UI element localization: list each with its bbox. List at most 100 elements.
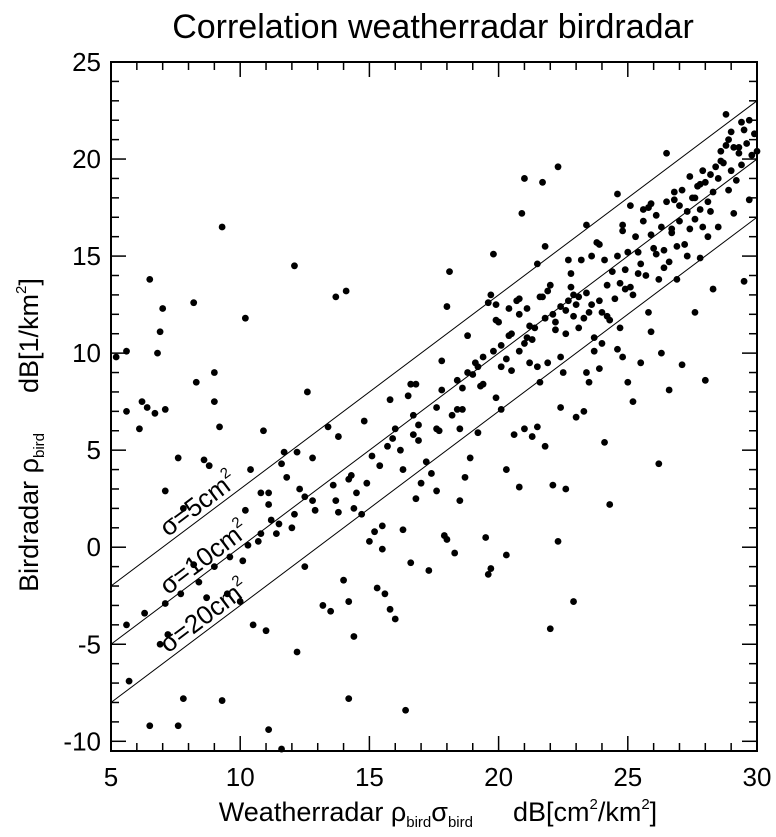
data-point <box>350 633 358 640</box>
data-point <box>492 301 500 309</box>
data-point <box>655 275 663 283</box>
data-point <box>639 206 647 213</box>
data-point <box>727 128 735 136</box>
data-point <box>624 378 632 386</box>
data-point <box>735 149 743 157</box>
data-point <box>484 570 492 578</box>
data-point <box>681 241 689 248</box>
reference-line <box>110 158 758 645</box>
data-point <box>218 697 226 704</box>
data-point <box>580 314 588 322</box>
data-point <box>378 522 386 530</box>
data-point <box>601 439 608 446</box>
data-point <box>179 504 187 512</box>
data-point <box>745 116 753 124</box>
data-point <box>412 495 420 503</box>
data-point <box>174 454 182 462</box>
data-point <box>564 297 572 305</box>
data-point <box>397 446 404 454</box>
data-point <box>402 706 409 714</box>
data-point <box>707 208 714 215</box>
data-point <box>608 268 616 276</box>
data-point <box>727 167 735 175</box>
data-point <box>665 386 673 394</box>
data-point <box>179 695 187 702</box>
data-point <box>704 198 712 206</box>
data-point <box>262 627 270 635</box>
data-point <box>616 279 624 287</box>
data-point <box>549 481 557 489</box>
data-point <box>544 359 552 367</box>
data-point <box>409 411 417 419</box>
data-point <box>332 293 340 301</box>
data-point <box>660 264 668 272</box>
data-point <box>722 111 730 118</box>
data-point <box>404 392 412 400</box>
data-point <box>619 221 627 229</box>
data-point <box>598 340 606 347</box>
data-point <box>190 561 198 569</box>
data-point <box>141 609 148 617</box>
data-point <box>562 485 570 493</box>
data-point <box>301 563 309 571</box>
data-point <box>619 227 627 235</box>
data-point <box>637 359 645 367</box>
data-point <box>709 285 717 293</box>
data-point <box>218 223 226 231</box>
data-point <box>533 363 541 371</box>
data-point <box>531 324 539 332</box>
data-point <box>278 460 285 468</box>
data-point <box>492 316 500 324</box>
data-point <box>606 501 614 508</box>
data-point <box>676 202 683 210</box>
data-point <box>647 200 655 208</box>
data-point <box>296 485 304 493</box>
data-point <box>345 695 353 702</box>
data-point <box>650 244 658 252</box>
data-point <box>701 376 709 384</box>
chart-title: Correlation weatherradar birdradar <box>172 8 694 46</box>
y-tick-label: 20 <box>72 144 101 174</box>
data-point <box>572 413 580 421</box>
x-tick-label: 15 <box>355 762 384 792</box>
data-point <box>570 598 577 605</box>
data-point <box>159 305 167 312</box>
data-point <box>391 425 399 433</box>
data-point <box>138 398 146 406</box>
data-point <box>616 324 624 332</box>
data-point <box>412 380 420 388</box>
data-point <box>629 398 637 406</box>
y-tick-label: 10 <box>72 338 101 368</box>
data-point <box>368 452 376 460</box>
x-tick-label: 25 <box>613 762 642 792</box>
data-point <box>239 557 247 565</box>
y-tick-label: -5 <box>78 629 101 659</box>
data-point <box>329 481 337 489</box>
data-point <box>632 233 639 241</box>
data-point <box>353 489 360 497</box>
data-point <box>236 598 244 605</box>
data-point <box>345 598 353 605</box>
data-point <box>751 130 758 138</box>
data-point <box>484 299 492 307</box>
data-point <box>497 341 505 349</box>
data-point <box>456 497 464 505</box>
data-point <box>334 508 342 516</box>
data-point <box>557 404 565 411</box>
data-point <box>539 293 546 301</box>
data-point <box>433 487 440 495</box>
data-point <box>614 345 621 353</box>
data-point <box>722 142 730 149</box>
data-point <box>293 648 301 656</box>
data-point <box>683 208 691 215</box>
data-point <box>210 398 218 406</box>
data-point <box>363 479 371 487</box>
data-point <box>526 322 534 330</box>
data-point <box>595 365 603 373</box>
data-point <box>554 537 562 545</box>
y-tick-label: -10 <box>63 726 101 756</box>
data-point <box>435 427 443 435</box>
data-point <box>466 454 474 462</box>
data-point <box>291 510 298 518</box>
